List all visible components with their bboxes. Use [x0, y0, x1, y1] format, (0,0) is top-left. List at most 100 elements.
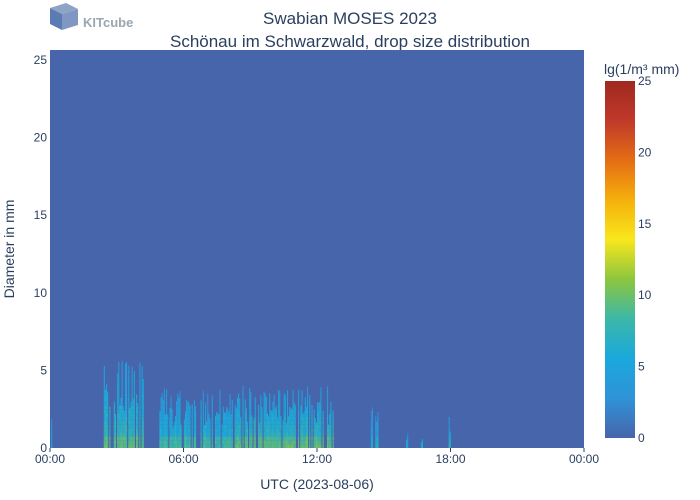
heatmap-cell	[448, 420, 450, 425]
heatmap-cell	[186, 405, 188, 410]
heatmap-cell	[421, 439, 424, 441]
heatmap-cell	[180, 444, 182, 448]
heatmap-cell	[218, 432, 220, 437]
heatmap-cell	[169, 408, 171, 410]
heatmap-cell	[128, 397, 130, 402]
heatmap-cell	[117, 416, 119, 421]
heatmap-cell	[177, 424, 179, 429]
heatmap-cell	[242, 401, 244, 406]
heatmap-cell	[371, 420, 373, 425]
heatmap-cell	[103, 389, 105, 394]
heatmap-cell	[128, 385, 130, 390]
heatmap-cell	[311, 416, 313, 421]
heatmap-cell	[313, 440, 315, 445]
heatmap-cell	[129, 413, 131, 417]
heatmap-cell	[276, 436, 279, 441]
heatmap-cell	[159, 416, 161, 421]
heatmap-cell	[209, 428, 211, 433]
heatmap-cell	[258, 420, 260, 425]
heatmap-cell	[51, 418, 53, 421]
heatmap-cell	[169, 444, 171, 448]
heatmap-cell	[330, 413, 332, 417]
heatmap-cell	[300, 440, 302, 445]
heatmap-cell	[131, 401, 133, 406]
heatmap-cell	[215, 416, 217, 421]
heatmap-cell	[205, 416, 207, 421]
heatmap-cell	[229, 397, 231, 402]
heatmap-cell	[320, 413, 322, 417]
heatmap-cell	[236, 432, 239, 437]
heatmap-cell	[208, 444, 210, 448]
heatmap-cell	[234, 424, 236, 429]
heatmap-cell	[276, 424, 279, 429]
heatmap-cell	[306, 444, 309, 448]
heatmap-cell	[306, 440, 309, 445]
heatmap-cell	[215, 444, 217, 448]
heatmap-cell	[289, 432, 291, 437]
heatmap-cell	[163, 440, 165, 445]
heatmap-cell	[161, 440, 163, 445]
heatmap-cell	[142, 440, 144, 445]
heatmap-cell	[285, 424, 287, 429]
heatmap-cell	[244, 399, 246, 402]
heatmap-cell	[229, 428, 231, 433]
heatmap-cell	[238, 393, 240, 398]
heatmap-cell	[266, 413, 269, 417]
heatmap-cell	[120, 405, 122, 410]
heatmap-cell	[187, 436, 189, 441]
heatmap-cell	[187, 405, 189, 410]
heatmap-cell	[117, 382, 119, 386]
heatmap-cell	[239, 405, 241, 410]
heatmap-cell	[207, 420, 209, 425]
heatmap-cell	[117, 432, 119, 437]
heatmap-cell	[191, 440, 193, 445]
heatmap-cell	[327, 432, 329, 437]
heatmap-cell	[120, 428, 122, 433]
heatmap-cell	[273, 416, 275, 421]
heatmap-cell	[328, 432, 330, 437]
heatmap-cell	[272, 440, 274, 445]
heatmap-cell	[221, 436, 223, 441]
heatmap-cell	[301, 428, 303, 433]
heatmap-cell	[448, 416, 450, 418]
heatmap-cell	[120, 432, 122, 437]
heatmap-cell	[133, 409, 135, 414]
heatmap-cell	[278, 393, 280, 398]
heatmap-cell	[131, 413, 133, 417]
heatmap-cell	[103, 397, 105, 402]
heatmap-cell	[260, 409, 262, 414]
heatmap-cell	[290, 432, 292, 437]
heatmap-cell	[121, 436, 123, 441]
heatmap-cell	[167, 440, 169, 445]
heatmap-cell	[121, 409, 123, 414]
colorbar-tick-label: 0	[638, 431, 645, 445]
heatmap-cell	[200, 424, 202, 429]
heatmap-cell	[170, 409, 172, 414]
heatmap-cell	[205, 432, 207, 437]
heatmap-cell	[103, 440, 105, 445]
heatmap-cell	[304, 424, 306, 429]
heatmap-cell	[406, 440, 408, 445]
heatmap-cell	[223, 444, 226, 448]
heatmap-cell	[202, 409, 204, 414]
heatmap-cell	[300, 432, 302, 437]
heatmap-cell	[288, 440, 290, 445]
heatmap-cell	[170, 444, 172, 448]
heatmap-cell	[120, 397, 122, 402]
heatmap-cell	[211, 432, 213, 437]
heatmap-cell	[118, 393, 120, 398]
heatmap-cell	[377, 424, 379, 429]
heatmap-cell	[406, 444, 408, 448]
heatmap-cell	[249, 432, 251, 437]
heatmap-cell	[164, 428, 167, 433]
heatmap-cell	[330, 428, 332, 433]
heatmap-cell	[313, 436, 315, 441]
heatmap-cell	[306, 393, 309, 398]
heatmap-cell	[318, 405, 320, 410]
heatmap-cell	[132, 436, 134, 441]
heatmap-cell	[279, 416, 281, 421]
heatmap-cell	[104, 428, 106, 433]
heatmap-cell	[319, 413, 321, 417]
heatmap-cell	[279, 401, 281, 406]
heatmap-cell	[129, 432, 131, 437]
